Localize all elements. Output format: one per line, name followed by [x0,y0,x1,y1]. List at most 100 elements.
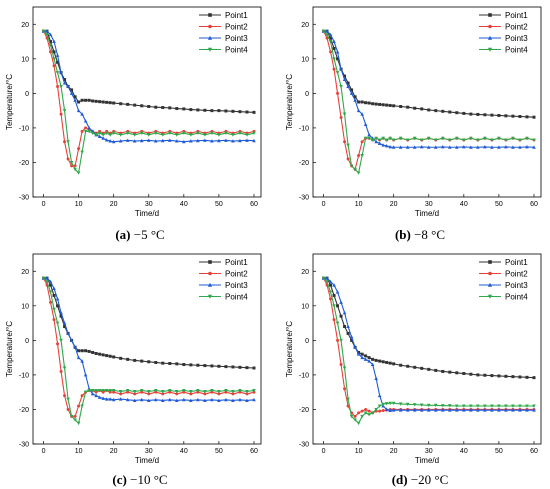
data-point [353,167,357,172]
data-point [252,138,256,143]
x-tick-label: 0 [42,201,46,208]
y-tick-label: -10 [299,125,309,132]
data-point [483,408,487,412]
data-point [80,394,84,398]
data-point [363,357,368,361]
data-point [52,307,56,312]
x-tick-label: 50 [215,201,223,208]
data-point [62,109,67,113]
series-point3 [321,29,536,149]
data-point [77,147,81,151]
data-point [412,408,417,412]
data-point [189,389,193,394]
data-point [59,84,63,89]
data-point [210,397,214,402]
data-point [434,368,438,372]
data-point [217,364,221,368]
data-point [118,139,123,143]
data-point [476,408,480,412]
data-point [245,398,249,402]
data-point [371,357,375,361]
data-point [339,67,343,71]
data-point [52,57,56,61]
data-point [329,297,333,301]
data-point [196,363,200,367]
data-point [483,145,487,149]
y-tick-label: 20 [21,269,29,276]
legend-marker [207,282,213,287]
y-tick-label: -10 [19,372,29,379]
data-point [497,408,501,412]
x-tick-label: 0 [42,448,46,455]
data-point [52,293,56,297]
data-point [360,352,364,356]
data-point [252,110,256,114]
data-point [413,365,417,369]
series-point4 [41,29,256,175]
y-tick-label: -20 [19,160,29,167]
data-point [147,104,151,108]
data-point [462,145,466,149]
data-point [118,389,123,394]
data-point [332,283,336,287]
legend-marker [488,260,492,264]
data-point [87,388,91,393]
x-tick-label: 40 [180,201,188,208]
data-point [483,136,487,141]
series-point3 [41,29,256,144]
x-tick-label: 0 [322,201,326,208]
data-point [462,372,466,376]
data-point [525,408,529,412]
data-point [133,358,137,362]
data-point [87,126,91,130]
data-point [441,109,445,113]
data-point [346,331,350,335]
data-point [217,138,221,143]
data-point [84,349,88,353]
data-point [238,110,242,114]
data-point [73,98,77,102]
legend-label: Point1 [225,11,248,20]
data-point [217,392,221,396]
data-point [48,290,53,294]
data-point [378,359,382,363]
data-point [525,115,529,119]
data-point [59,112,63,116]
data-point [66,84,70,88]
legend-marker [488,13,492,17]
x-tick-label: 60 [530,448,538,455]
panel-caption-text: −8 °C [414,227,445,242]
data-point [336,304,340,308]
data-point [76,108,81,113]
data-point [381,408,385,412]
series-point4 [321,276,536,426]
data-point [370,362,375,367]
data-point [245,389,249,394]
data-point [139,397,144,402]
data-point [490,408,494,412]
data-point [321,29,326,34]
data-point [203,398,207,402]
data-point [363,411,368,415]
data-point [111,131,116,135]
data-point [224,131,228,135]
data-point [94,393,98,398]
data-point [469,408,473,412]
data-point [62,81,67,85]
data-point [325,33,329,37]
data-point [87,129,91,134]
data-point [342,310,347,315]
data-point [476,112,480,116]
data-point [160,389,165,394]
data-point [98,352,102,356]
data-point [112,101,116,105]
data-point [392,362,396,366]
data-point [377,404,382,408]
panel-caption-letter: (d) [392,472,411,487]
data-point [360,414,364,419]
y-tick-label: 20 [301,269,309,276]
data-point [45,276,49,280]
data-point [448,408,452,412]
data-point [462,111,466,115]
y-tick-label: 10 [301,303,309,310]
